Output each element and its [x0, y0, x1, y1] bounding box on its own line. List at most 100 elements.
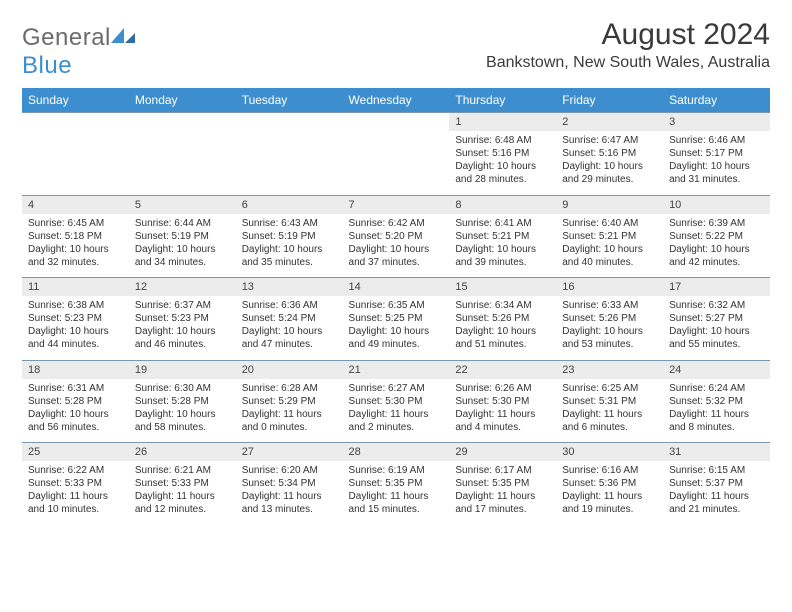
day-number-row: 18192021222324 [22, 360, 770, 379]
day-number-cell: 13 [236, 278, 343, 297]
day1-text: Daylight: 10 hours [562, 325, 657, 338]
day-number-cell: 7 [343, 195, 450, 214]
day-number-cell: 21 [343, 360, 450, 379]
day-number-cell [129, 113, 236, 132]
day2-text: and 37 minutes. [349, 256, 444, 269]
sunset-text: Sunset: 5:32 PM [669, 395, 764, 408]
day1-text: Daylight: 10 hours [562, 243, 657, 256]
day-number-cell: 27 [236, 443, 343, 462]
day-header-row: Sunday Monday Tuesday Wednesday Thursday… [22, 88, 770, 113]
day-detail-cell: Sunrise: 6:40 AMSunset: 5:21 PMDaylight:… [556, 214, 663, 278]
day-detail-cell: Sunrise: 6:36 AMSunset: 5:24 PMDaylight:… [236, 296, 343, 360]
day-number-cell: 16 [556, 278, 663, 297]
day2-text: and 4 minutes. [455, 421, 550, 434]
sunset-text: Sunset: 5:18 PM [28, 230, 123, 243]
sunrise-text: Sunrise: 6:37 AM [135, 299, 230, 312]
logo-word-blue: Blue [22, 52, 72, 79]
sunset-text: Sunset: 5:25 PM [349, 312, 444, 325]
day-detail-cell: Sunrise: 6:22 AMSunset: 5:33 PMDaylight:… [22, 461, 129, 522]
day1-text: Daylight: 11 hours [349, 490, 444, 503]
day2-text: and 13 minutes. [242, 503, 337, 516]
day1-text: Daylight: 10 hours [242, 243, 337, 256]
day-detail-cell: Sunrise: 6:43 AMSunset: 5:19 PMDaylight:… [236, 214, 343, 278]
day-header: Saturday [663, 88, 770, 113]
sunset-text: Sunset: 5:16 PM [562, 147, 657, 160]
day2-text: and 28 minutes. [455, 173, 550, 186]
day-detail-cell: Sunrise: 6:37 AMSunset: 5:23 PMDaylight:… [129, 296, 236, 360]
sunset-text: Sunset: 5:21 PM [455, 230, 550, 243]
day1-text: Daylight: 10 hours [28, 408, 123, 421]
day-number-row: 123 [22, 113, 770, 132]
day1-text: Daylight: 11 hours [669, 408, 764, 421]
day-detail-cell: Sunrise: 6:16 AMSunset: 5:36 PMDaylight:… [556, 461, 663, 522]
sunset-text: Sunset: 5:37 PM [669, 477, 764, 490]
day-number-cell: 4 [22, 195, 129, 214]
day1-text: Daylight: 11 hours [28, 490, 123, 503]
day-detail-cell: Sunrise: 6:32 AMSunset: 5:27 PMDaylight:… [663, 296, 770, 360]
day-header: Friday [556, 88, 663, 113]
sunrise-text: Sunrise: 6:24 AM [669, 382, 764, 395]
day2-text: and 31 minutes. [669, 173, 764, 186]
day2-text: and 0 minutes. [242, 421, 337, 434]
sunrise-text: Sunrise: 6:31 AM [28, 382, 123, 395]
day2-text: and 40 minutes. [562, 256, 657, 269]
sunset-text: Sunset: 5:21 PM [562, 230, 657, 243]
day1-text: Daylight: 11 hours [562, 408, 657, 421]
day2-text: and 17 minutes. [455, 503, 550, 516]
title-block: August 2024 Bankstown, New South Wales, … [486, 18, 770, 72]
sunset-text: Sunset: 5:33 PM [28, 477, 123, 490]
day-detail-row: Sunrise: 6:48 AMSunset: 5:16 PMDaylight:… [22, 131, 770, 195]
day1-text: Daylight: 10 hours [135, 325, 230, 338]
day-number-cell [22, 113, 129, 132]
day1-text: Daylight: 10 hours [669, 325, 764, 338]
day2-text: and 6 minutes. [562, 421, 657, 434]
sunset-text: Sunset: 5:33 PM [135, 477, 230, 490]
sunset-text: Sunset: 5:34 PM [242, 477, 337, 490]
sunset-text: Sunset: 5:35 PM [455, 477, 550, 490]
day2-text: and 58 minutes. [135, 421, 230, 434]
day-number-cell: 29 [449, 443, 556, 462]
day2-text: and 39 minutes. [455, 256, 550, 269]
day-number-cell: 9 [556, 195, 663, 214]
day-number-cell: 12 [129, 278, 236, 297]
sunrise-text: Sunrise: 6:30 AM [135, 382, 230, 395]
day-detail-row: Sunrise: 6:45 AMSunset: 5:18 PMDaylight:… [22, 214, 770, 278]
sunset-text: Sunset: 5:24 PM [242, 312, 337, 325]
day2-text: and 12 minutes. [135, 503, 230, 516]
day2-text: and 55 minutes. [669, 338, 764, 351]
sunrise-text: Sunrise: 6:22 AM [28, 464, 123, 477]
day1-text: Daylight: 10 hours [349, 325, 444, 338]
day1-text: Daylight: 11 hours [135, 490, 230, 503]
day-number-row: 45678910 [22, 195, 770, 214]
sunrise-text: Sunrise: 6:25 AM [562, 382, 657, 395]
day-detail-cell: Sunrise: 6:26 AMSunset: 5:30 PMDaylight:… [449, 379, 556, 443]
day-detail-cell [129, 131, 236, 195]
day-detail-row: Sunrise: 6:38 AMSunset: 5:23 PMDaylight:… [22, 296, 770, 360]
day2-text: and 32 minutes. [28, 256, 123, 269]
day-number-cell: 31 [663, 443, 770, 462]
day-number-cell: 26 [129, 443, 236, 462]
day1-text: Daylight: 11 hours [455, 490, 550, 503]
day-detail-cell: Sunrise: 6:35 AMSunset: 5:25 PMDaylight:… [343, 296, 450, 360]
day-detail-row: Sunrise: 6:22 AMSunset: 5:33 PMDaylight:… [22, 461, 770, 522]
day-number-cell: 3 [663, 113, 770, 132]
day-number-cell: 1 [449, 113, 556, 132]
day1-text: Daylight: 10 hours [455, 243, 550, 256]
sunrise-text: Sunrise: 6:44 AM [135, 217, 230, 230]
day-header: Wednesday [343, 88, 450, 113]
day-detail-cell: Sunrise: 6:31 AMSunset: 5:28 PMDaylight:… [22, 379, 129, 443]
sunrise-text: Sunrise: 6:38 AM [28, 299, 123, 312]
sunset-text: Sunset: 5:31 PM [562, 395, 657, 408]
sunrise-text: Sunrise: 6:36 AM [242, 299, 337, 312]
day-detail-cell: Sunrise: 6:15 AMSunset: 5:37 PMDaylight:… [663, 461, 770, 522]
sunrise-text: Sunrise: 6:42 AM [349, 217, 444, 230]
calendar-table: Sunday Monday Tuesday Wednesday Thursday… [22, 88, 770, 522]
day1-text: Daylight: 11 hours [455, 408, 550, 421]
sunrise-text: Sunrise: 6:32 AM [669, 299, 764, 312]
day-detail-cell [236, 131, 343, 195]
day-detail-cell: Sunrise: 6:42 AMSunset: 5:20 PMDaylight:… [343, 214, 450, 278]
day1-text: Daylight: 10 hours [135, 243, 230, 256]
sunrise-text: Sunrise: 6:19 AM [349, 464, 444, 477]
day2-text: and 42 minutes. [669, 256, 764, 269]
day-number-cell [343, 113, 450, 132]
